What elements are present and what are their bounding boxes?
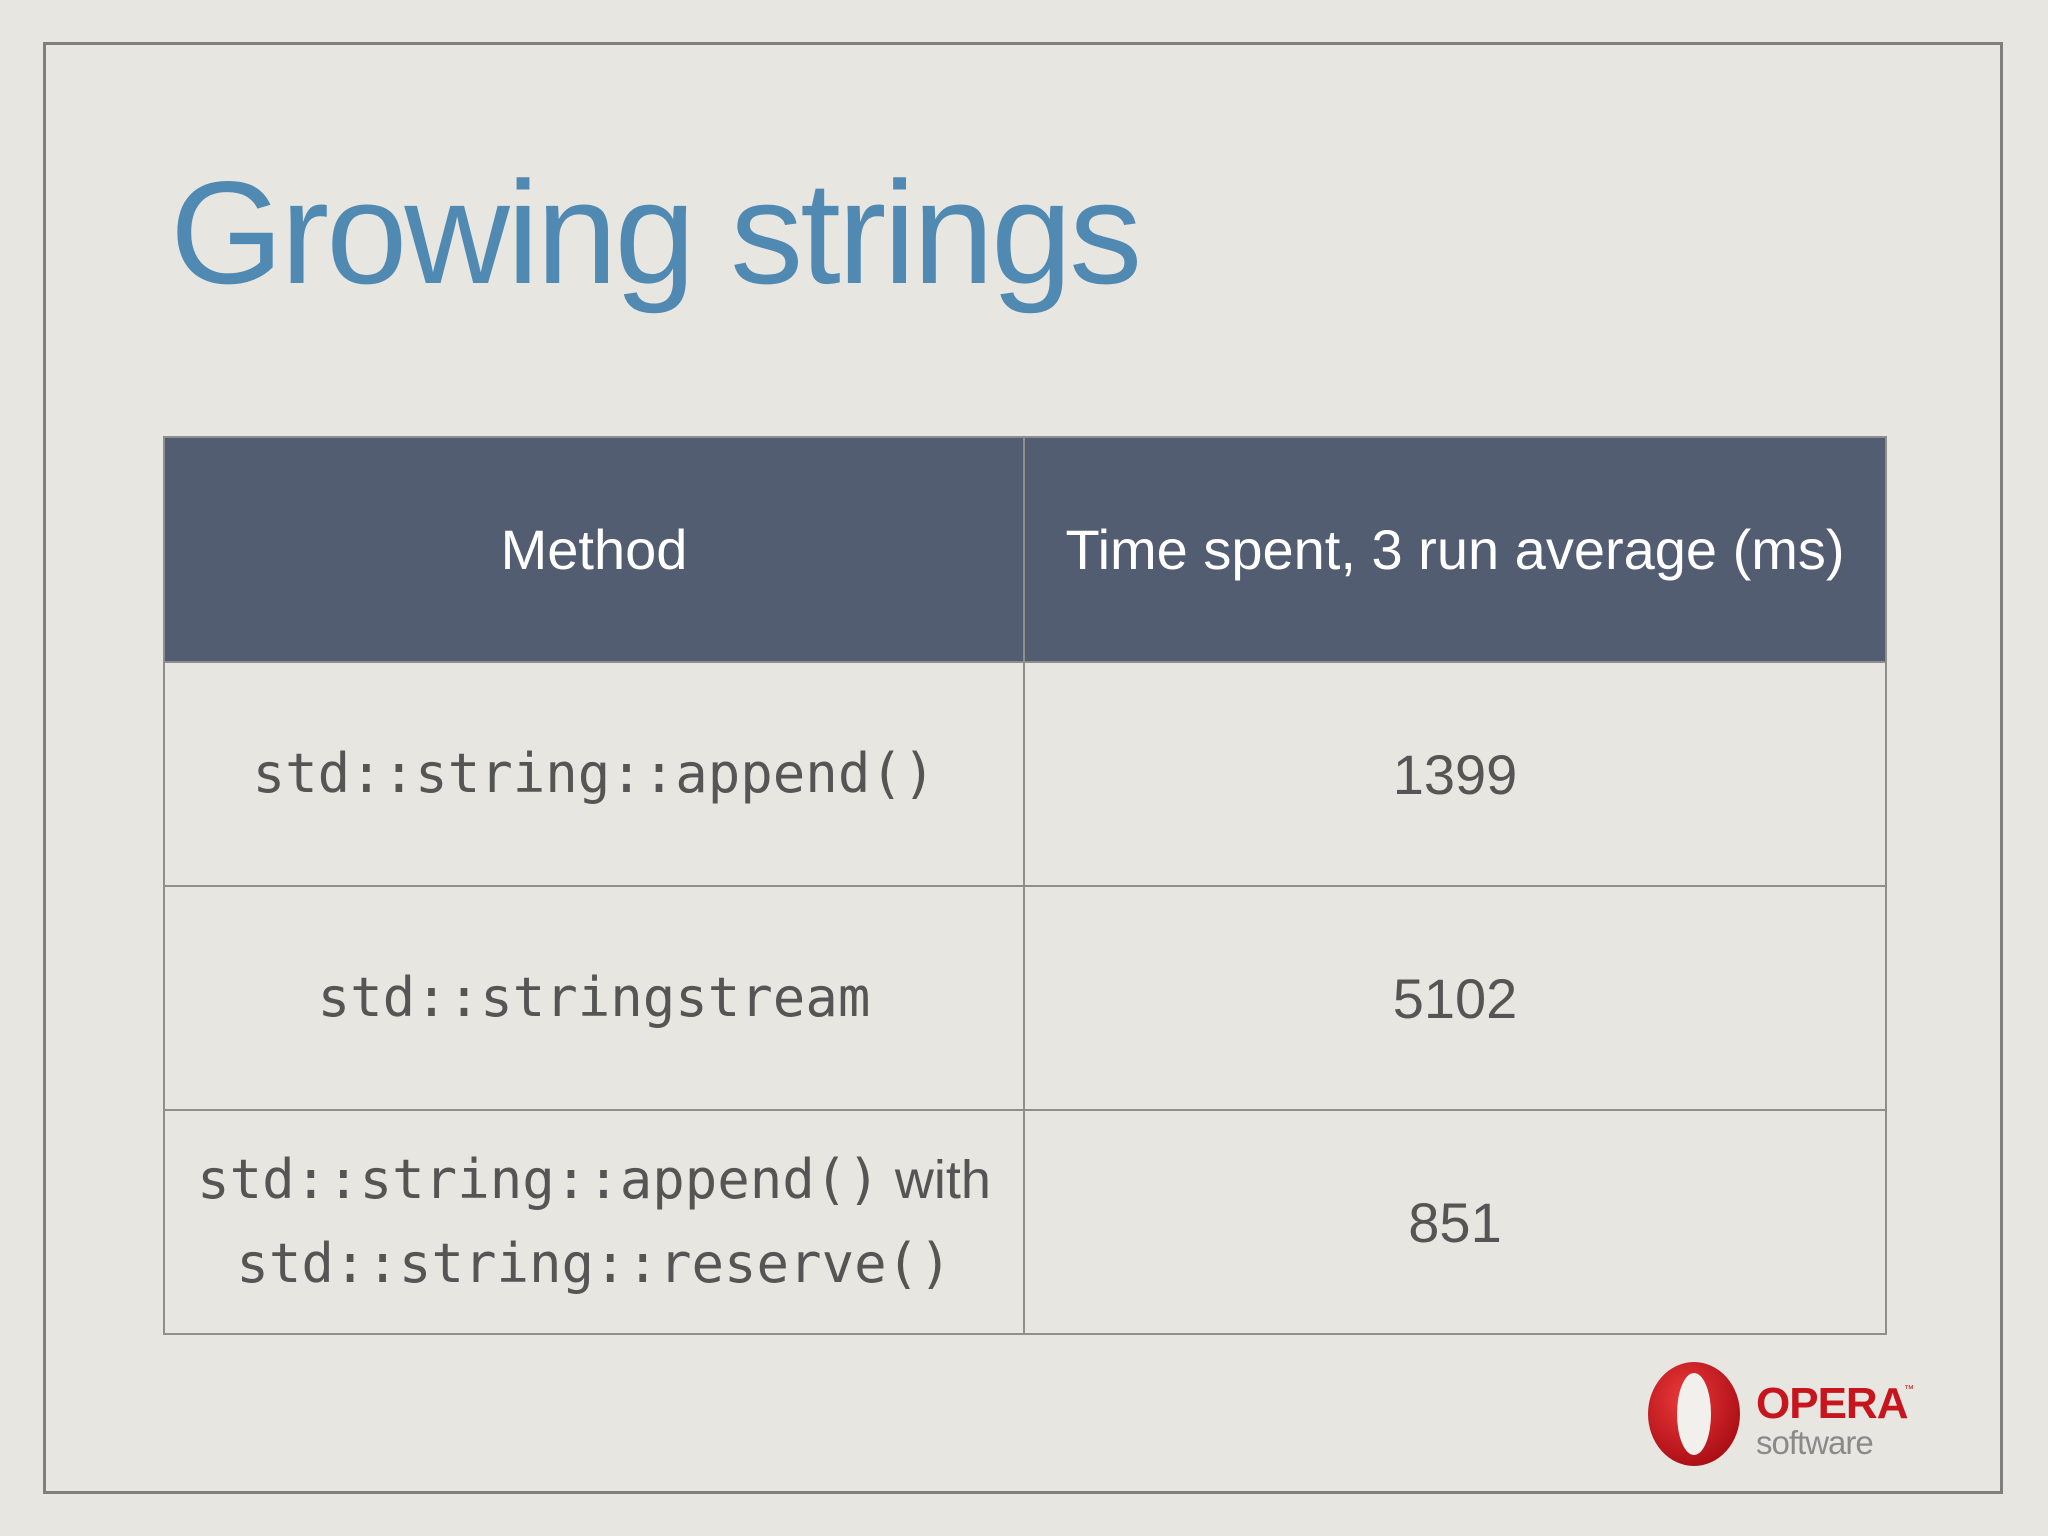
- method-cell: std::string::append(): [163, 661, 1025, 887]
- logo-word: OPERA: [1756, 1379, 1908, 1428]
- method-code: std::stringstream: [317, 966, 871, 1029]
- time-cell: 1399: [1023, 661, 1887, 887]
- time-cell: 5102: [1023, 885, 1887, 1111]
- table-header-row: Method Time spent, 3 run average (ms): [163, 436, 1887, 663]
- table-row: std::string::append() 1399: [163, 661, 1887, 887]
- header-time: Time spent, 3 run average (ms): [1023, 436, 1887, 663]
- opera-o-icon: [1646, 1360, 1906, 1468]
- method-code: std::string::append(): [252, 742, 936, 805]
- logo-text: OPERA software: [1756, 1379, 1908, 1461]
- results-table: Method Time spent, 3 run average (ms) st…: [163, 436, 1887, 1335]
- logo-sub: software: [1756, 1424, 1874, 1461]
- method-cell: std::stringstream: [163, 885, 1025, 1111]
- method-code: std::string::append(): [197, 1148, 880, 1211]
- slide-title: Growing strings: [170, 151, 1142, 314]
- logo-trademark: ™: [1904, 1384, 1914, 1395]
- method-suffix: with: [879, 1150, 991, 1210]
- method-code-line2: std::string::reserve(): [236, 1232, 952, 1295]
- opera-software-logo: OPERA software ™: [1646, 1360, 1914, 1468]
- slide-frame: [43, 42, 2003, 1494]
- table-row: std::stringstream 5102: [163, 885, 1887, 1111]
- header-method: Method: [163, 436, 1025, 663]
- time-cell: 851: [1023, 1109, 1887, 1335]
